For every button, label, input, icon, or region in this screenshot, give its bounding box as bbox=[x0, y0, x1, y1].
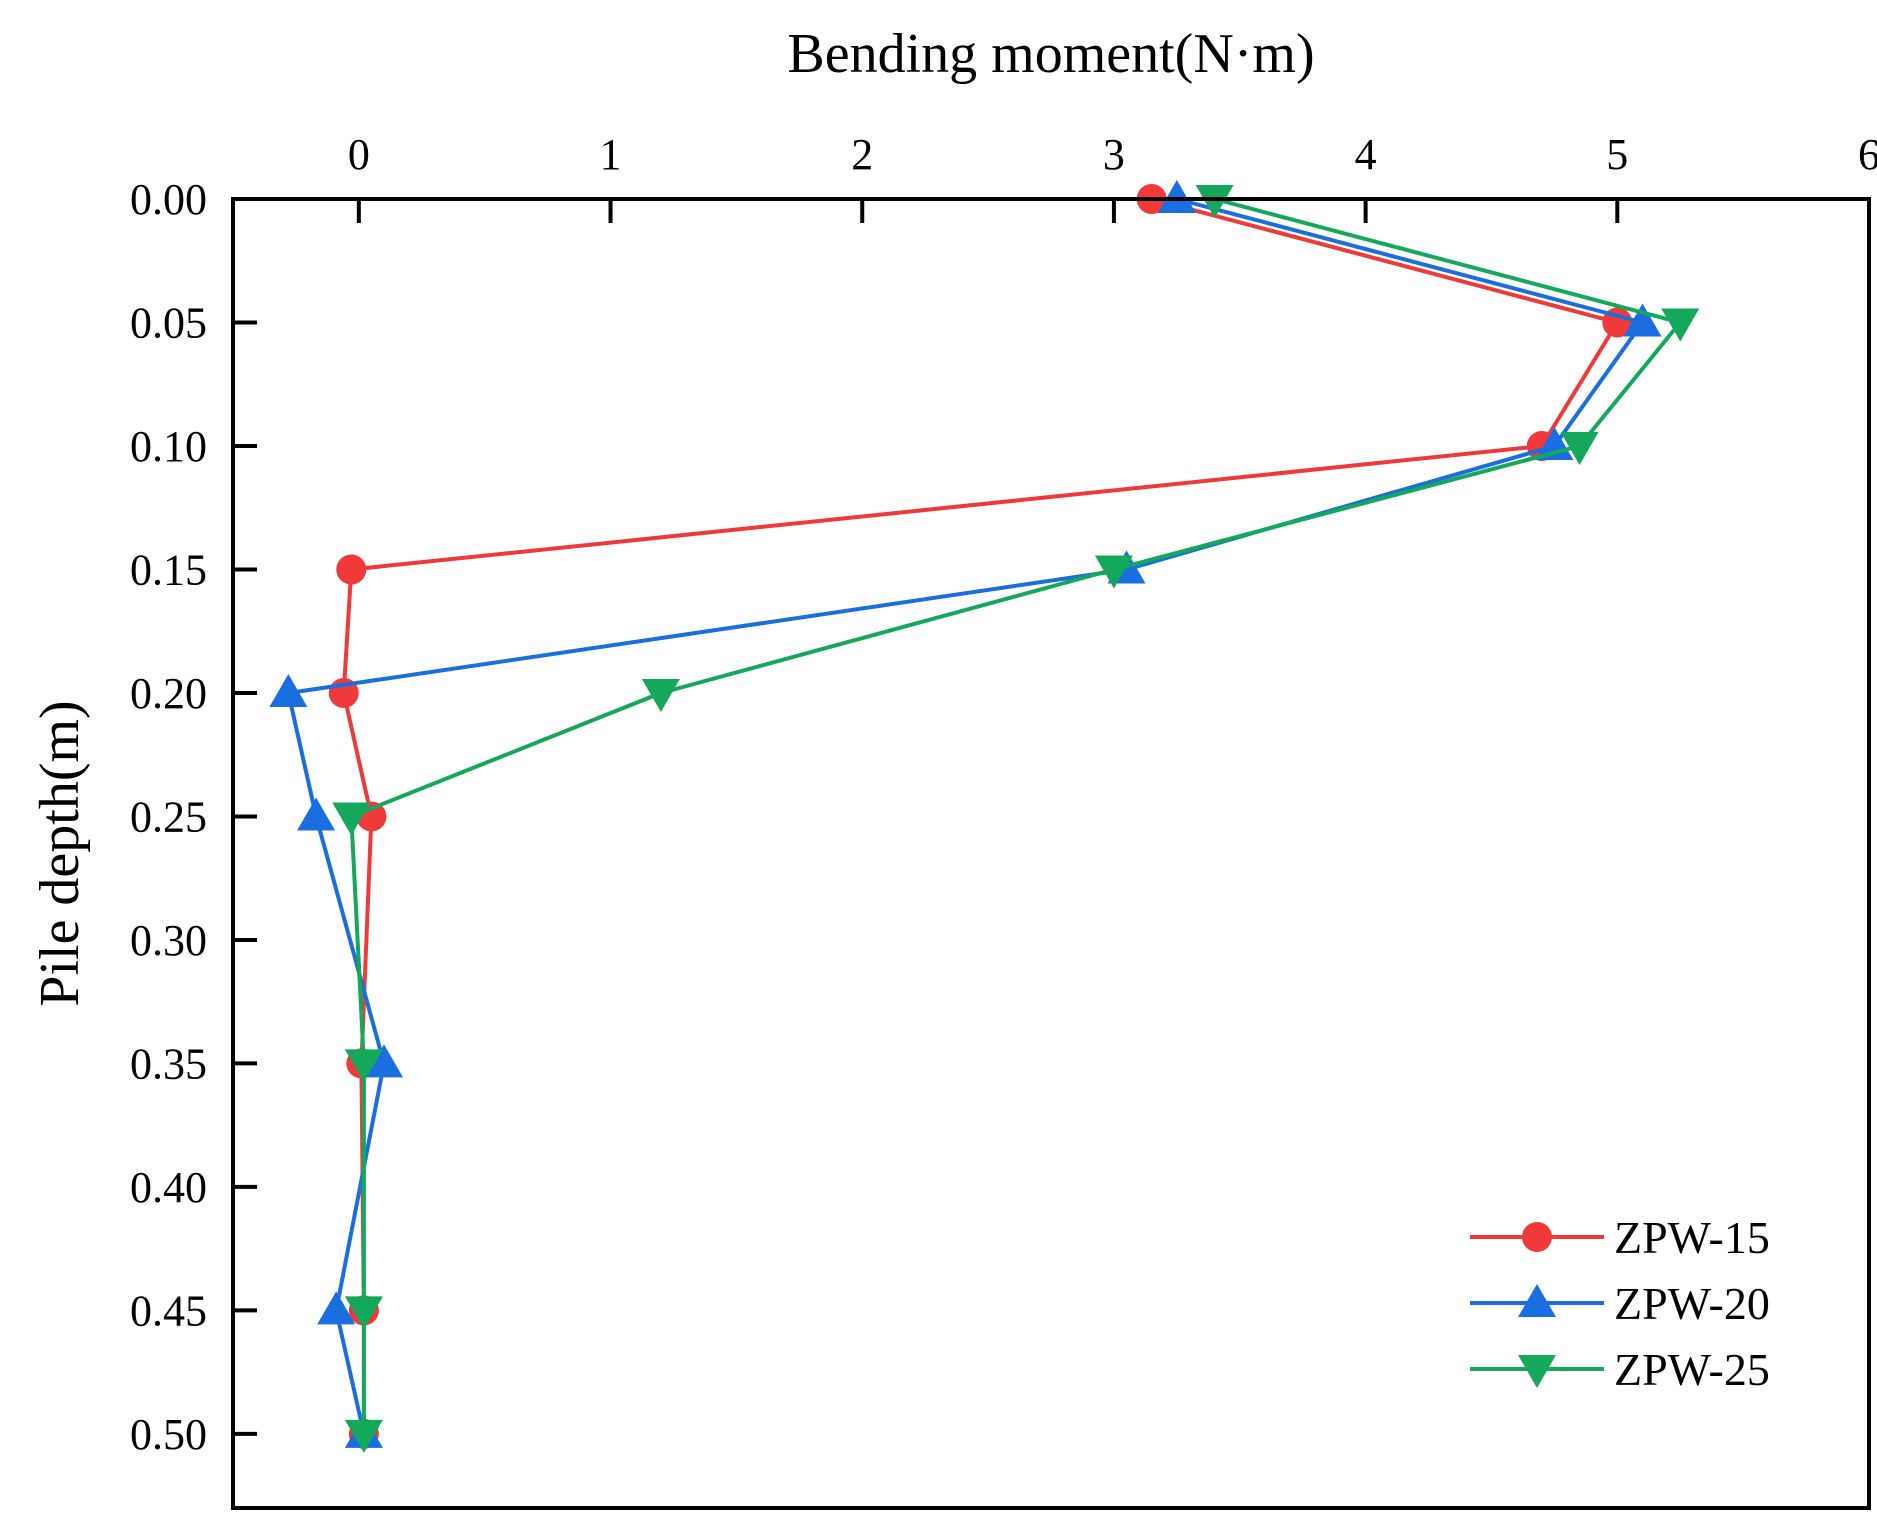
data-point-zpw-25 bbox=[332, 802, 371, 836]
x-tick-label: 0 bbox=[348, 130, 370, 179]
legend-label-zpw-25: ZPW-25 bbox=[1614, 1344, 1770, 1395]
data-point-zpw-25 bbox=[1195, 185, 1234, 218]
legend-marker-zpw-15 bbox=[1522, 1222, 1552, 1252]
data-point-zpw-20 bbox=[365, 1044, 404, 1078]
plot-frame bbox=[231, 197, 1871, 1510]
data-point-zpw-25 bbox=[344, 1419, 383, 1453]
legend-item-zpw-20: ZPW-20 bbox=[1470, 1278, 1770, 1329]
legend-marker-zpw-20 bbox=[1518, 1284, 1556, 1317]
series-layer bbox=[269, 180, 1700, 1453]
data-point-zpw-25 bbox=[641, 678, 680, 712]
data-point-zpw-20 bbox=[269, 673, 308, 707]
x-tick-label: 2 bbox=[851, 130, 873, 179]
data-point-zpw-20 bbox=[297, 797, 336, 831]
data-point-zpw-15 bbox=[336, 554, 367, 585]
x-axis-ticks: 0 1 2 3 4 5 6 bbox=[348, 130, 1877, 223]
legend-marker-zpw-25 bbox=[1518, 1355, 1556, 1388]
data-point-zpw-20 bbox=[1157, 180, 1196, 213]
y-tick-label: 0.15 bbox=[130, 545, 207, 594]
y-tick-label: 0.20 bbox=[130, 669, 207, 718]
legend-label-zpw-15: ZPW-15 bbox=[1614, 1212, 1770, 1263]
x-tick-label: 6 bbox=[1858, 130, 1877, 179]
x-tick-label: 4 bbox=[1355, 130, 1377, 179]
data-point-zpw-25 bbox=[344, 1296, 383, 1330]
data-point-zpw-25 bbox=[344, 1049, 383, 1083]
data-point-zpw-25 bbox=[1094, 555, 1133, 589]
legend-item-zpw-15: ZPW-15 bbox=[1470, 1212, 1770, 1263]
legend-item-zpw-25: ZPW-25 bbox=[1470, 1344, 1770, 1395]
data-point-zpw-20 bbox=[317, 1291, 356, 1325]
data-point-zpw-25 bbox=[1560, 431, 1599, 465]
y-tick-label: 0.00 bbox=[130, 175, 207, 224]
y-tick-label: 0.05 bbox=[130, 298, 207, 347]
x-tick-label: 5 bbox=[1606, 130, 1628, 179]
data-point-zpw-25 bbox=[1661, 308, 1700, 342]
y-tick-label: 0.45 bbox=[130, 1286, 207, 1335]
y-tick-label: 0.25 bbox=[130, 792, 207, 841]
data-point-zpw-20 bbox=[1623, 303, 1662, 337]
y-tick-label: 0.10 bbox=[130, 422, 207, 471]
x-tick-label: 3 bbox=[1103, 130, 1125, 179]
y-axis-title: Pile depth(m) bbox=[29, 700, 91, 1006]
series-zpw-25 bbox=[332, 185, 1700, 1453]
y-tick-label: 0.30 bbox=[130, 916, 207, 965]
y-tick-label: 0.35 bbox=[130, 1039, 207, 1088]
y-tick-label: 0.40 bbox=[130, 1163, 207, 1212]
y-axis-ticks: 0.00 0.05 0.10 0.15 0.20 0.25 0.30 0.35 0.40 0.45… bbox=[130, 175, 257, 1459]
y-tick-label: 0.50 bbox=[130, 1410, 207, 1459]
x-axis-title: Bending moment(N·m) bbox=[787, 23, 1314, 85]
legend-label-zpw-20: ZPW-20 bbox=[1614, 1278, 1770, 1329]
legend: ZPW-15 ZPW-20 ZPW-25 bbox=[1470, 1212, 1770, 1395]
x-tick-label: 1 bbox=[600, 130, 622, 179]
